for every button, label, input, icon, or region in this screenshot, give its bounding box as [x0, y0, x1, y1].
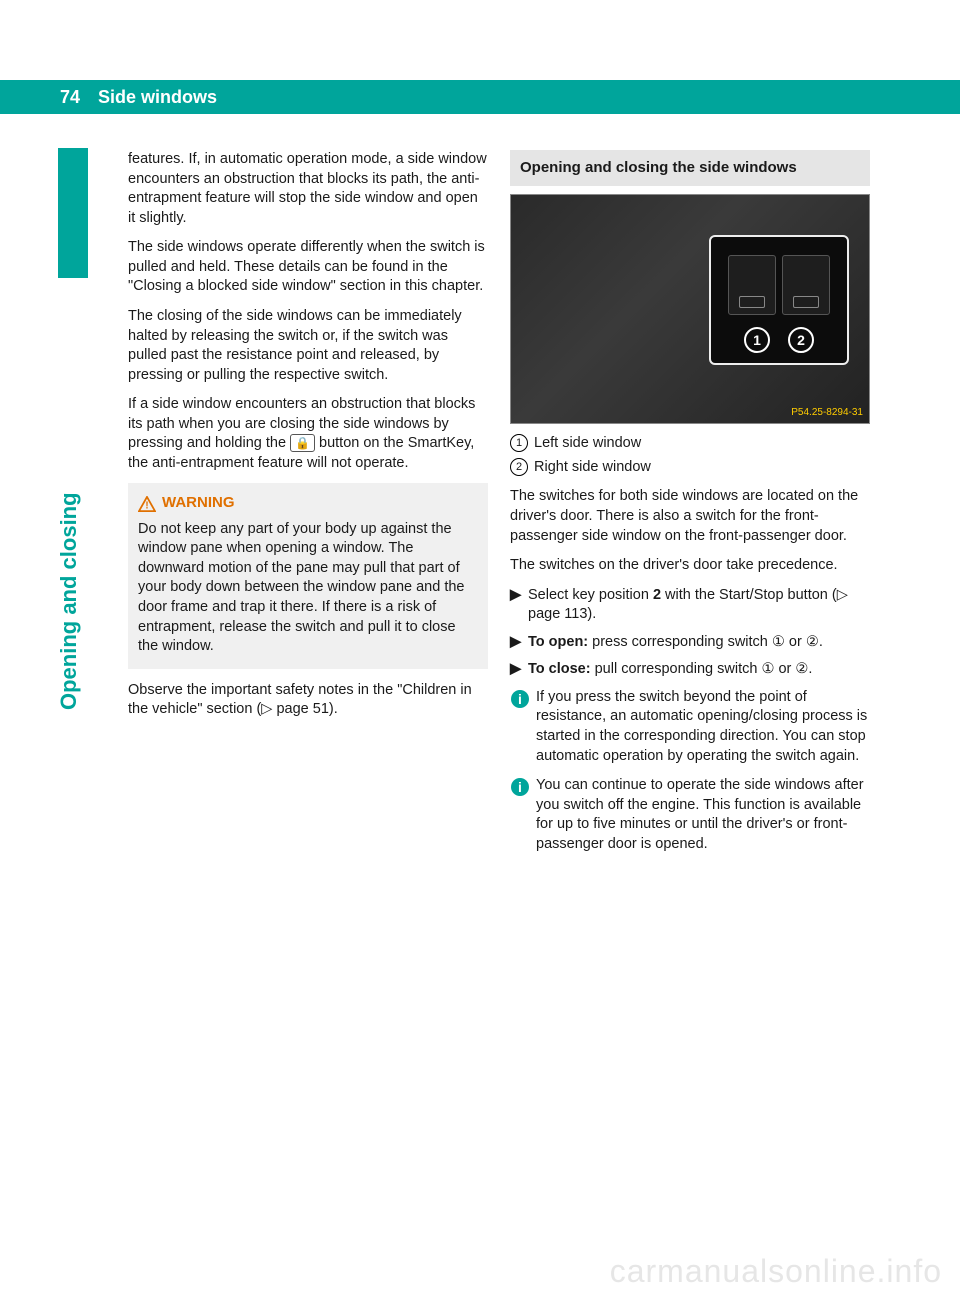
info-body: If you press the switch beyond the point… — [536, 688, 870, 766]
info-note: i If you press the switch beyond the poi… — [510, 688, 870, 766]
warning-label: WARNING — [162, 493, 235, 513]
switch-left-icon — [728, 255, 776, 315]
body-text: features. If, in automatic operation mod… — [128, 150, 488, 228]
step-body: Select key position 2 with the Start/Sto… — [528, 586, 870, 625]
svg-text:i: i — [518, 691, 522, 707]
info-body: You can continue to operate the side win… — [536, 776, 870, 854]
legend-item: 1 Left side window — [510, 434, 870, 454]
watermark: carmanualsonline.info — [610, 1253, 942, 1290]
step-marker-icon: ▶ — [510, 660, 528, 680]
bold-text: To open: — [528, 634, 588, 650]
warning-body: Do not keep any part of your body up aga… — [138, 520, 478, 657]
step-item: ▶ Select key position 2 with the Start/S… — [510, 586, 870, 625]
step-body: To close: pull corresponding switch ① or… — [528, 660, 870, 680]
bold-text: To close: — [528, 661, 591, 677]
svg-text:!: ! — [145, 500, 148, 511]
info-icon: i — [510, 777, 530, 797]
section-title: Side windows — [90, 80, 960, 114]
bold-text: 2 — [653, 587, 661, 603]
header-band: 74 Side windows — [0, 80, 960, 114]
step-item: ▶ To open: press corresponding switch ① … — [510, 633, 870, 653]
callout-1: 1 — [744, 327, 770, 353]
text-span: press corresponding switch ① or ②. — [588, 634, 823, 650]
legend-num-2: 2 — [510, 458, 528, 476]
legend-text: Right side window — [534, 459, 651, 475]
side-label: Opening and closing — [56, 492, 82, 710]
body-text: The switches on the driver's door take p… — [510, 556, 870, 576]
svg-text:i: i — [518, 779, 522, 795]
window-switch-figure: 1 2 P54.25-8294-31 — [510, 194, 870, 424]
figure-code: P54.25-8294-31 — [791, 406, 863, 420]
legend-item: 2 Right side window — [510, 458, 870, 478]
body-text: If a side window encounters an obstructi… — [128, 395, 488, 473]
text-span: pull corresponding switch ① or ②. — [591, 661, 813, 677]
warning-triangle-icon: ! — [138, 496, 156, 512]
lock-key-icon: 🔒 — [290, 434, 315, 452]
step-marker-icon: ▶ — [510, 633, 528, 653]
subsection-header: Opening and closing the side windows — [510, 150, 870, 186]
text-span: Select key position — [528, 587, 653, 603]
left-column: features. If, in automatic operation mod… — [128, 150, 488, 730]
switch-right-icon — [782, 255, 830, 315]
callout-2: 2 — [788, 327, 814, 353]
body-text: The closing of the side windows can be i… — [128, 307, 488, 385]
legend-text: Left side window — [534, 435, 641, 451]
side-tab-marker — [58, 148, 88, 278]
warning-box: ! WARNING Do not keep any part of your b… — [128, 483, 488, 668]
info-icon: i — [510, 689, 530, 709]
body-text: The side windows operate differently whe… — [128, 238, 488, 297]
body-text: The switches for both side windows are l… — [510, 487, 870, 546]
step-item: ▶ To close: pull corresponding switch ① … — [510, 660, 870, 680]
warning-title: ! WARNING — [138, 493, 478, 513]
switch-panel: 1 2 — [709, 235, 849, 365]
info-note: i You can continue to operate the side w… — [510, 776, 870, 854]
page-number: 74 — [0, 80, 90, 114]
step-body: To open: press corresponding switch ① or… — [528, 633, 870, 653]
body-text: Observe the important safety notes in th… — [128, 681, 488, 720]
legend-num-1: 1 — [510, 434, 528, 452]
right-column: Opening and closing the side windows 1 2… — [510, 150, 870, 864]
step-marker-icon: ▶ — [510, 586, 528, 625]
